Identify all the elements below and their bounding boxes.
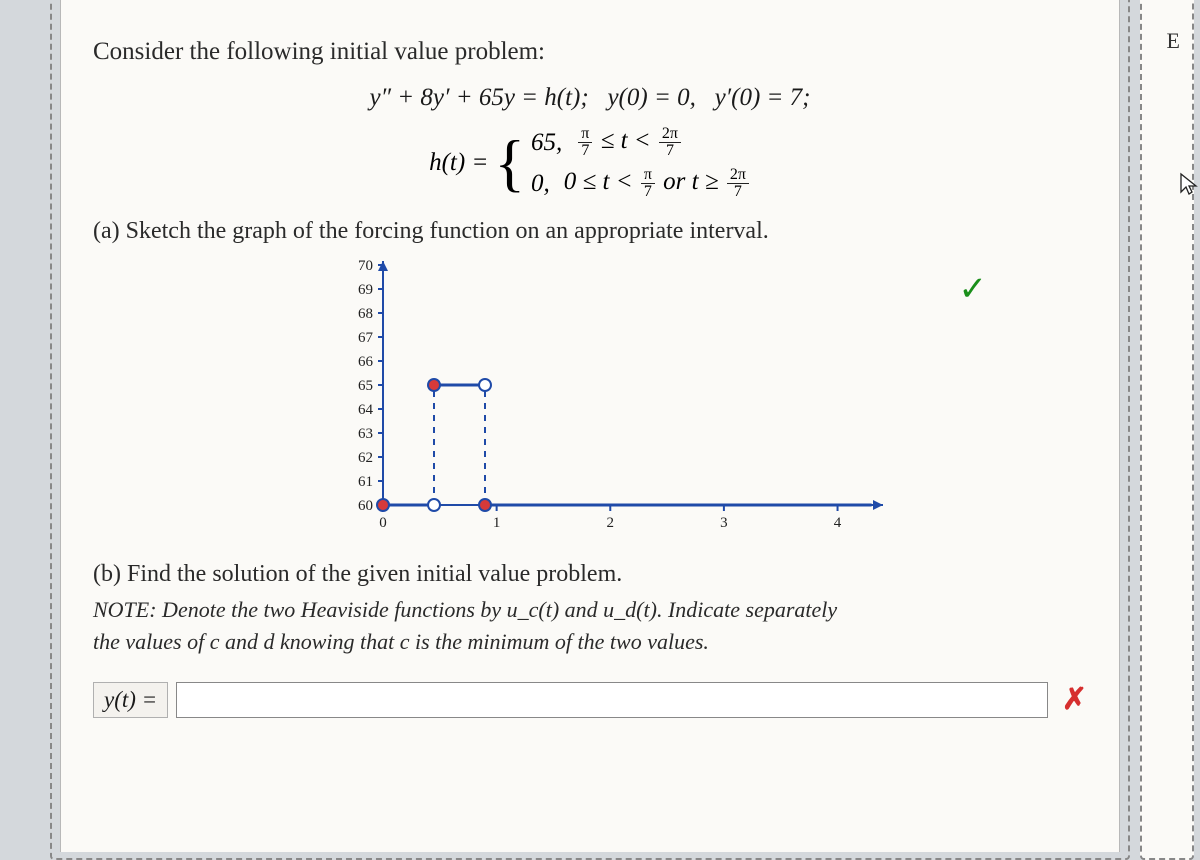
svg-text:65: 65 <box>358 378 373 394</box>
piecewise-definition: h(t) = { 65, π7 ≤ t < 2π7 0, 0 ≤ t < π7 … <box>93 126 1087 200</box>
chart-container: 60 61 62 63 64 65 66 67 68 69 70 0 1 2 3 4 ✓ <box>333 255 1087 545</box>
svg-text:61: 61 <box>358 474 373 490</box>
svg-text:64: 64 <box>358 402 374 418</box>
svg-text:68: 68 <box>358 306 373 322</box>
case2-value: 0, <box>531 170 550 198</box>
svg-text:1: 1 <box>493 515 501 531</box>
part-a-text: (a) Sketch the graph of the forcing func… <box>93 218 1087 245</box>
svg-text:62: 62 <box>358 450 373 466</box>
answer-label: y(t) = <box>93 682 168 718</box>
case1-value: 65, <box>531 129 562 157</box>
problem-page: Consider the following initial value pro… <box>60 0 1120 852</box>
svg-text:2: 2 <box>607 515 615 531</box>
case-row-1: 65, π7 ≤ t < 2π7 <box>531 126 751 159</box>
svg-text:0: 0 <box>379 515 387 531</box>
svg-text:70: 70 <box>358 258 373 274</box>
svg-text:66: 66 <box>358 354 374 370</box>
intro-text: Consider the following initial value pro… <box>93 38 1087 66</box>
answer-input[interactable] <box>176 682 1048 718</box>
svg-text:3: 3 <box>720 515 728 531</box>
check-icon: ✓ <box>959 269 988 309</box>
svg-text:67: 67 <box>358 330 374 346</box>
dashed-border-right: E <box>1140 0 1194 860</box>
svg-text:60: 60 <box>358 498 373 514</box>
svg-text:63: 63 <box>358 426 373 442</box>
note-text: NOTE: Denote the two Heaviside functions… <box>93 594 1087 658</box>
svg-text:69: 69 <box>358 282 373 298</box>
cursor-icon <box>1178 172 1200 204</box>
case-row-2: 0, 0 ≤ t < π7 or t ≥ 2π7 <box>531 167 751 200</box>
svg-text:4: 4 <box>834 515 842 531</box>
answer-row: y(t) = ✗ <box>93 682 1087 718</box>
ht-label: h(t) = <box>429 149 488 177</box>
ode-equation: y″ + 8y′ + 65y = h(t); y(0) = 0, y′(0) =… <box>93 84 1087 112</box>
forcing-function-chart[interactable]: 60 61 62 63 64 65 66 67 68 69 70 0 1 2 3 4 <box>333 255 893 545</box>
wrong-icon: ✗ <box>1062 682 1087 717</box>
part-b-text: (b) Find the solution of the given initi… <box>93 561 1087 588</box>
right-panel-letter: E <box>1167 28 1180 54</box>
brace-icon: { <box>494 131 525 195</box>
